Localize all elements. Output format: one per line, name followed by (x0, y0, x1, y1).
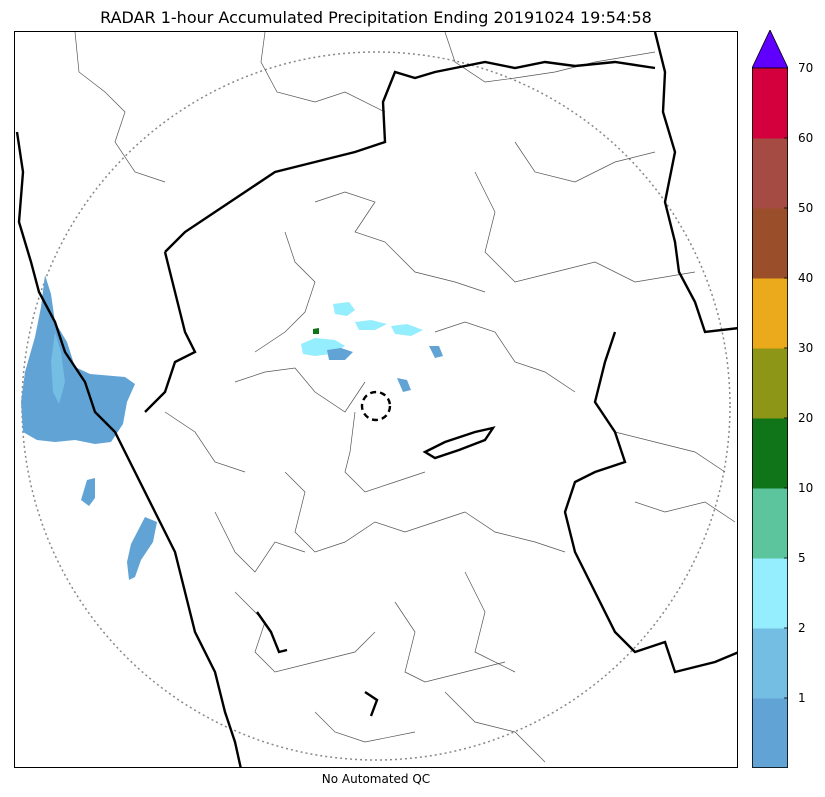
precip-inland-5 (391, 324, 423, 336)
precipitation-layer (21, 275, 443, 580)
colorbar-swatch (752, 558, 788, 629)
precip-coastal-core (51, 332, 65, 404)
colorbar-tick-label: 1 (798, 691, 806, 705)
district-boundaries (74, 32, 736, 763)
precip-inland-4 (355, 320, 387, 330)
radar-site-marker (360, 390, 392, 422)
range-ring (21, 51, 731, 761)
precip-inland-3 (333, 302, 355, 316)
precip-inland-2 (327, 348, 353, 360)
colorbar-tick-label: 20 (798, 411, 814, 425)
precip-inland-6 (429, 346, 443, 358)
radar-map[interactable] (14, 31, 738, 768)
colorbar-tick-label: 60 (798, 131, 814, 145)
colorbar-tick-label: 2 (798, 621, 806, 635)
precip-cell-b (127, 517, 157, 580)
qc-caption: No Automated QC (321, 772, 431, 786)
colorbar-tick-label: 50 (798, 201, 814, 215)
colorbar-swatch (752, 628, 788, 699)
state-boundaries (15, 32, 737, 767)
colorbar-tick-label: 40 (798, 271, 814, 285)
colorbar-swatch (752, 348, 788, 419)
colorbar-tick-label: 30 (798, 341, 814, 355)
colorbar-swatch (752, 138, 788, 209)
colorbar-swatch (752, 278, 788, 349)
map-canvas (15, 32, 737, 767)
colorbar-swatch (752, 418, 788, 489)
colorbar-tick-label: 70 (798, 61, 814, 75)
precip-moderate-spot (313, 328, 319, 334)
colorbar-tick-label: 5 (798, 551, 806, 565)
colorbar-swatch (752, 208, 788, 279)
colorbar-swatch (752, 488, 788, 559)
precip-inland-7 (397, 378, 411, 392)
coastline (15, 131, 242, 767)
precip-coastal-band (21, 275, 135, 444)
colorbar-swatch (752, 68, 788, 139)
chart-title: RADAR 1-hour Accumulated Precipitation E… (100, 8, 652, 27)
colorbar-swatch (752, 698, 788, 768)
colorbar-extend-arrow (752, 30, 788, 69)
precip-cell-a (81, 478, 95, 506)
colorbar-tick-label: 10 (798, 481, 814, 495)
colorbar (752, 30, 788, 768)
